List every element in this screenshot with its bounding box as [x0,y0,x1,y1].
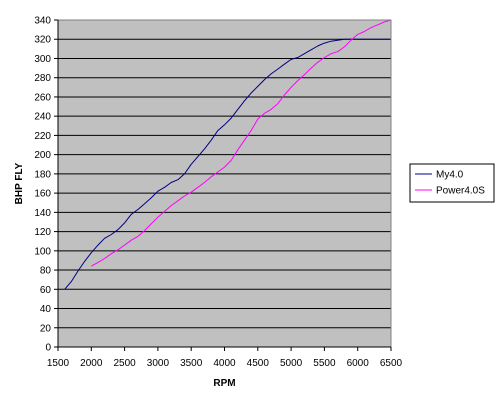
plot-area [58,20,391,347]
x-tick-labels: 1500 2000 2500 3000 3500 4000 4500 5000 5500 6000… [47,358,403,369]
y-tick-label: 140 [34,208,51,219]
legend-label: Power4.0S [436,186,485,197]
x-tick-label: 1500 [47,358,70,369]
y-tick-label: 20 [40,323,52,334]
axes [54,19,392,351]
y-tick-label: 200 [34,150,51,161]
x-tick-label: 3000 [147,358,170,369]
y-tick-label: 280 [34,73,51,84]
x-tick-label: 5500 [313,358,336,369]
y-tick-label: 180 [34,169,51,180]
gridlines [58,19,391,348]
y-tick-label: 340 [34,16,51,27]
y-tick-labels: 0 20 40 60 80 100 120 140 160 180 200 220 240 260 280 3… [34,16,51,354]
x-tick-label: 3500 [180,358,203,369]
x-tick-label: 5000 [280,358,303,369]
x-tick-label: 4500 [247,358,270,369]
y-tick-label: 240 [34,112,51,123]
x-axis-title: RPM [213,378,235,389]
series-line-1 [64,38,391,290]
legend: My4.0 Power4.0S [409,163,495,203]
x-tick-label: 6000 [347,358,370,369]
x-tick-label: 4000 [213,358,236,369]
x-tick-label: 6500 [380,358,403,369]
series-layer [64,19,392,290]
y-axis-title: BHP FLY [14,162,25,204]
y-tick-label: 300 [34,54,51,65]
y-tick-label: 220 [34,131,51,142]
x-tick-label: 2000 [80,358,103,369]
x-tick-label: 2500 [113,358,136,369]
y-tick-label: 40 [40,304,52,315]
series-line-2 [91,19,392,267]
y-tick-label: 0 [45,343,51,354]
y-tick-label: 120 [34,227,51,238]
y-tick-label: 320 [34,35,51,46]
y-tick-label: 80 [40,266,52,277]
y-tick-label: 100 [34,246,51,257]
y-tick-label: 260 [34,92,51,103]
legend-label: My4.0 [436,170,464,181]
legend-box [409,163,495,203]
y-tick-label: 60 [40,285,52,296]
y-tick-label: 160 [34,189,51,200]
